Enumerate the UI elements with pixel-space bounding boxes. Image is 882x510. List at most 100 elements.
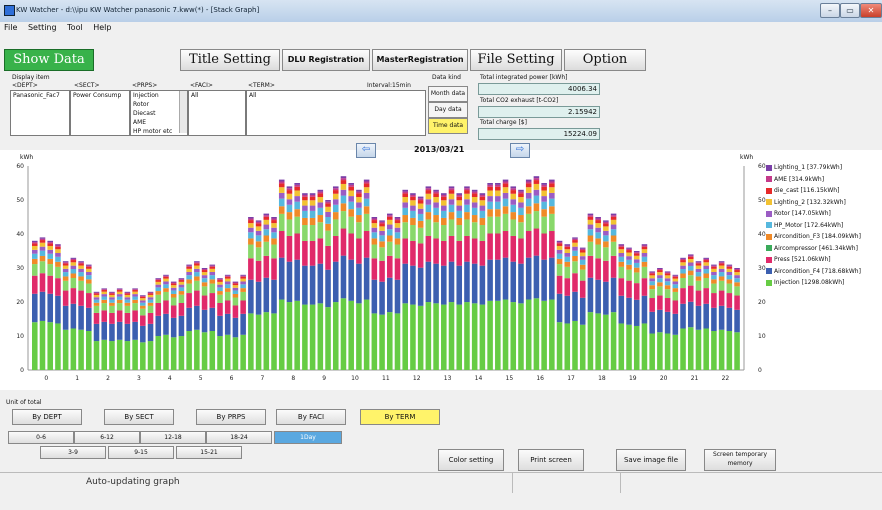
bar-segment	[55, 278, 61, 296]
hours-12-18-button[interactable]: 12-18	[140, 431, 206, 444]
bar-segment	[587, 277, 594, 313]
prps-item[interactable]: Rotor	[133, 101, 150, 108]
bar-segment	[618, 266, 625, 279]
master-registration-button[interactable]: MasterRegistration	[372, 49, 468, 71]
legend-label: HP_Motor [172.64kWh]	[774, 221, 844, 229]
month-data-button[interactable]: Month data	[428, 86, 468, 102]
menu-file[interactable]: File	[4, 23, 18, 32]
save-image-file-button[interactable]: Save image file	[616, 449, 686, 471]
bar-segment	[502, 181, 509, 184]
bar-segment	[487, 233, 493, 260]
bar-segment	[711, 268, 717, 272]
dlu-registration-button[interactable]: DLU Registration	[282, 49, 370, 71]
bar-segment	[541, 186, 547, 191]
term-item[interactable]: All	[249, 92, 257, 99]
prps-list[interactable]: Injection Rotor Diecast AME HP motor etc	[130, 90, 188, 136]
menu-setting[interactable]: Setting	[27, 23, 57, 32]
day-data-button[interactable]: Day data	[428, 102, 468, 118]
bar-segment	[587, 229, 594, 236]
prps-item[interactable]: HP motor etc	[133, 128, 173, 135]
menu-tool[interactable]: Tool	[67, 23, 83, 32]
file-setting-button[interactable]: File Setting	[470, 49, 562, 71]
bar-segment	[325, 200, 331, 202]
bar-segment	[263, 213, 270, 216]
bar-segment	[263, 219, 270, 225]
color-setting-button[interactable]: Color setting	[438, 449, 504, 471]
term-header: <TERM>	[248, 82, 275, 89]
bar-segment	[433, 202, 439, 208]
maximize-button[interactable]: ▭	[840, 3, 860, 18]
bar-segment	[687, 254, 694, 256]
hours-6-12-button[interactable]: 6-12	[74, 431, 140, 444]
bar-segment	[155, 336, 162, 370]
prev-date-button[interactable]: ⇦	[356, 143, 376, 158]
by-faci-button[interactable]: By FACI	[276, 409, 346, 425]
hours-9-15-button[interactable]: 9-15	[108, 446, 174, 459]
bar-segment	[217, 302, 223, 316]
bar-segment	[610, 277, 617, 313]
next-date-button[interactable]: ⇨	[510, 143, 530, 158]
close-button[interactable]: ✕	[860, 3, 882, 18]
hours-18-24-button[interactable]: 18-24	[206, 431, 272, 444]
time-data-button[interactable]: Time data	[428, 118, 468, 134]
bar-segment	[441, 265, 447, 305]
prps-item[interactable]: Diecast	[133, 110, 156, 117]
hours-1day-button[interactable]: 1Day	[274, 431, 342, 444]
hours-3-9-button[interactable]: 3-9	[40, 446, 106, 459]
prps-item[interactable]: Injection	[133, 92, 159, 99]
dept-list[interactable]: Panasonic_Fac7	[10, 90, 70, 136]
bar-segment	[101, 303, 108, 311]
bar-segment	[32, 243, 38, 246]
by-dept-button[interactable]: By DEPT	[12, 409, 82, 425]
bar-segment	[471, 222, 478, 239]
bar-segment	[294, 233, 300, 260]
bar-segment	[109, 293, 115, 295]
legend-item: die_cast [116.15kWh]	[766, 187, 878, 199]
bar-segment	[564, 266, 571, 279]
bar-segment	[626, 280, 632, 298]
print-screen-button[interactable]: Print screen	[518, 449, 584, 471]
sect-item[interactable]: Power Consump	[73, 92, 122, 99]
bar-segment	[332, 199, 339, 205]
faci-list[interactable]: All	[188, 90, 246, 136]
bar-segment	[147, 299, 154, 303]
bar-segment	[626, 297, 632, 325]
bar-segment	[140, 295, 146, 297]
menu-help[interactable]: Help	[93, 23, 112, 32]
hours-0-6-button[interactable]: 0-6	[8, 431, 74, 444]
bar-segment	[340, 176, 347, 179]
bar-segment	[680, 288, 686, 304]
minimize-button[interactable]: –	[820, 3, 840, 18]
bar-segment	[456, 200, 463, 206]
bar-segment	[55, 244, 61, 246]
interval-label: Interval:15min	[367, 82, 411, 89]
bar-segment	[664, 281, 671, 286]
sect-list[interactable]: Power Consump	[70, 90, 130, 136]
bar-segment	[564, 256, 571, 262]
bar-segment	[734, 278, 740, 283]
by-prps-button[interactable]: By PRPS	[196, 409, 266, 425]
bar-segment	[610, 216, 617, 220]
prps-item[interactable]: AME	[133, 119, 147, 126]
title-setting-button[interactable]: Title Setting	[180, 49, 280, 71]
bar-segment	[371, 227, 378, 233]
bar-segment	[502, 183, 509, 188]
show-data-button[interactable]: Show Data	[4, 49, 94, 71]
dept-item[interactable]: Panasonic_Fac7	[13, 92, 60, 99]
bar-segment	[479, 265, 486, 305]
bar-segment	[633, 299, 640, 326]
faci-item[interactable]: All	[191, 92, 199, 99]
bar-segment	[124, 299, 131, 303]
bar-segment	[278, 257, 285, 300]
prps-scrollbar[interactable]	[179, 91, 187, 133]
bar-segment	[471, 202, 478, 208]
by-sect-button[interactable]: By SECT	[104, 409, 174, 425]
x-tick-label: 4	[168, 375, 172, 382]
bar-segment	[363, 299, 370, 370]
hours-15-21-button[interactable]: 15-21	[176, 446, 242, 459]
screen-temporary-memory-button[interactable]: Screen temporary memory	[704, 449, 776, 471]
by-term-button[interactable]: By TERM	[360, 409, 440, 425]
term-list[interactable]: All	[246, 90, 426, 136]
option-button[interactable]: Option	[564, 49, 646, 71]
bar-segment	[379, 260, 385, 282]
